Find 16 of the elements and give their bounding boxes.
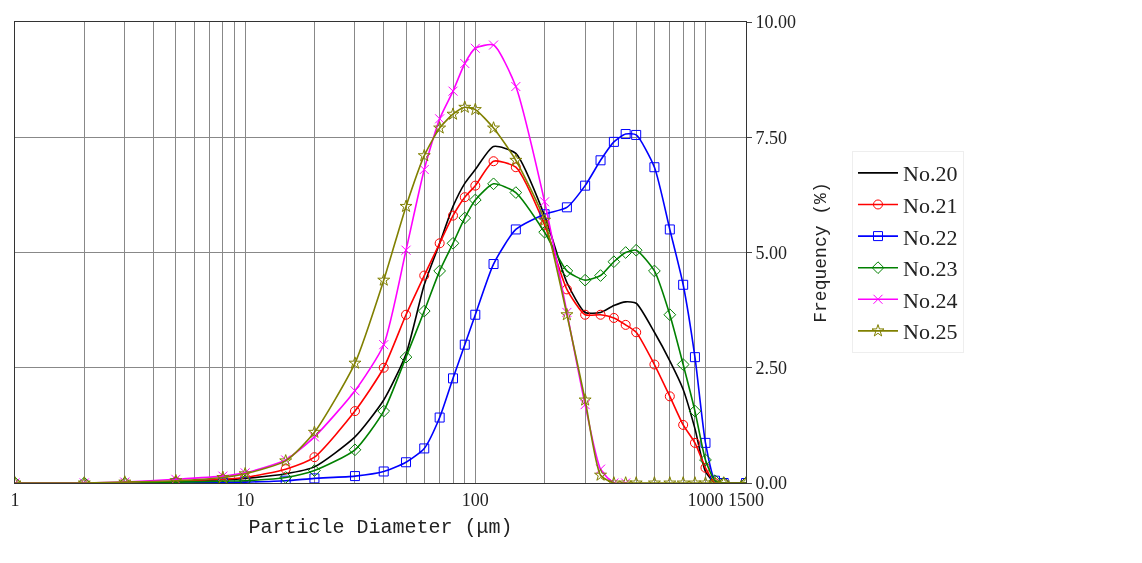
legend-label: No.23 (902, 256, 958, 282)
x-tick-label: 1000 (687, 489, 724, 510)
y-tick-label: 10.00 (755, 12, 797, 33)
legend-label: No.25 (902, 319, 958, 345)
y-tick-label: 2.50 (755, 358, 788, 379)
y-tick-label: 5.00 (755, 242, 788, 263)
y-axis-title: Frequency (%) (811, 182, 832, 323)
x-tick-label: 10 (236, 489, 255, 510)
x-axis-title: Particle Diameter (μm) (248, 516, 513, 540)
legend-label: No.24 (902, 287, 958, 313)
y-tick-label: 7.50 (755, 127, 788, 148)
legend-label: No.22 (902, 224, 958, 250)
x-tick-label: 1 (10, 489, 20, 510)
legend-label: No.21 (902, 193, 958, 219)
legend-label: No.20 (902, 161, 958, 187)
x-tick-label: 100 (461, 489, 489, 510)
